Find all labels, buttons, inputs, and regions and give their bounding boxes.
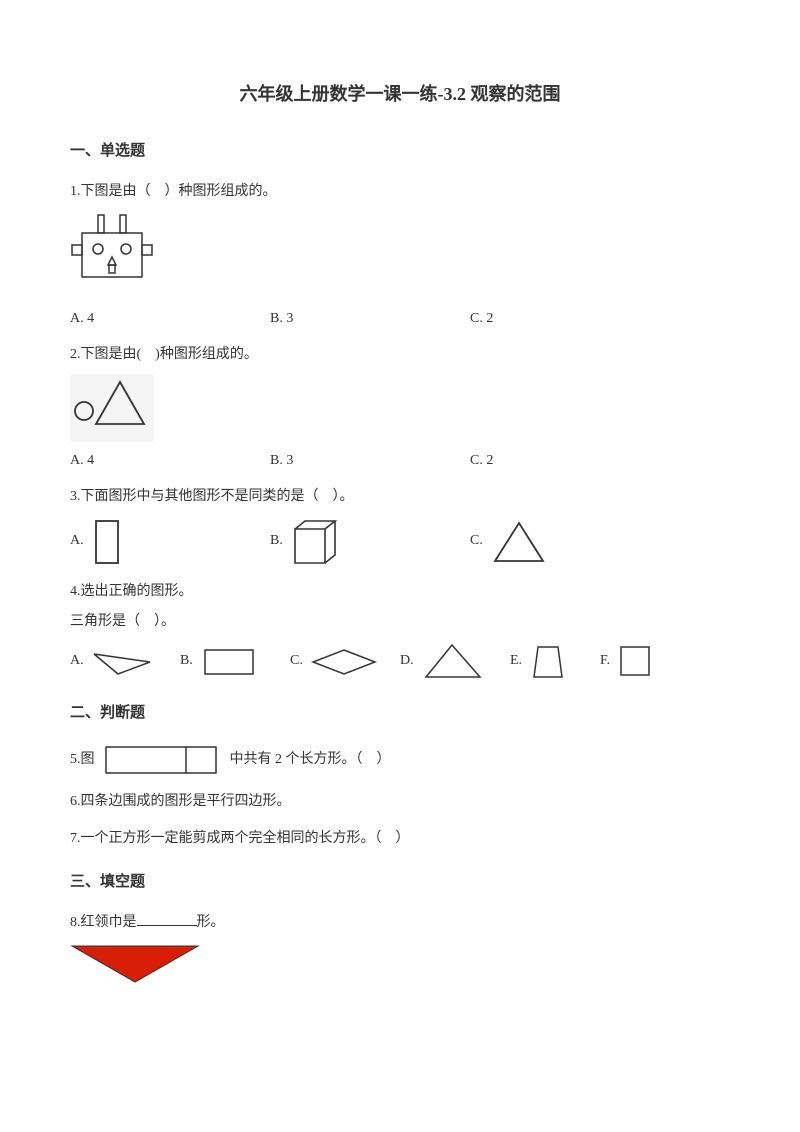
q4-option-a: A. xyxy=(70,644,180,679)
q8-figure xyxy=(70,942,200,995)
q2-option-a: A. 4 xyxy=(70,450,270,472)
q4-optF-label: F. xyxy=(600,650,610,672)
q2-options: A. 4 B. 3 C. 2 xyxy=(70,450,730,472)
q1-figure xyxy=(70,211,160,299)
q1-option-a: A. 4 xyxy=(70,308,270,330)
q3-optB-label: B. xyxy=(270,530,283,552)
q2-text: 2.下图是由( )种图形组成的。 xyxy=(70,344,730,366)
question-8: 8.红领巾是 形。 xyxy=(70,912,730,996)
section-2-header: 二、判断题 xyxy=(70,701,730,725)
q2-option-b: B. 3 xyxy=(270,450,470,472)
q4-optE-label: E. xyxy=(510,650,522,672)
question-7: 7.一个正方形一定能剪成两个完全相同的长方形。（ ） xyxy=(70,828,730,850)
q5-figure xyxy=(102,743,222,777)
page-title: 六年级上册数学一课一练-3.2 观察的范围 xyxy=(70,80,730,109)
q4-optD-label: D. xyxy=(400,650,414,672)
question-6: 6.四条边围成的图形是平行四边形。 xyxy=(70,791,730,813)
q4-option-b: B. xyxy=(180,644,290,679)
q4-options: A. B. C. D. E. F. xyxy=(70,641,730,681)
q3-optC-label: C. xyxy=(470,530,483,552)
q4-option-e: E. xyxy=(510,641,600,681)
question-1: 1.下图是由（ ）种图形组成的。 A. 4 B. 3 C. 2 xyxy=(70,181,730,330)
q5-post: 中共有 2 个长方形。（ ） xyxy=(230,753,391,768)
section-1-header: 一、单选题 xyxy=(70,139,730,163)
q4-optA-label: A. xyxy=(70,650,84,672)
q2-option-c: C. 2 xyxy=(470,450,670,472)
section-3-header: 三、填空题 xyxy=(70,870,730,894)
q5-pre: 5.图 xyxy=(70,753,95,768)
q3-options: A. B. C. xyxy=(70,517,730,567)
question-4: 4.选出正确的图形。 三角形是（ ）。 A. B. C. D. E. F. xyxy=(70,581,730,682)
q2-figure xyxy=(70,374,154,441)
question-5: 5.图 中共有 2 个长方形。（ ） xyxy=(70,743,730,777)
q8-blank xyxy=(137,912,197,926)
q3-optA-label: A. xyxy=(70,530,84,552)
q4-option-d: D. xyxy=(400,641,510,681)
q1-option-b: B. 3 xyxy=(270,308,470,330)
q4-optC-label: C. xyxy=(290,650,303,672)
q3-option-c: C. xyxy=(470,517,670,567)
q3-option-b: B. xyxy=(270,517,470,567)
q3-option-a: A. xyxy=(70,517,270,567)
q1-text: 1.下图是由（ ）种图形组成的。 xyxy=(70,181,730,203)
q4-text: 4.选出正确的图形。 xyxy=(70,581,730,603)
q1-options: A. 4 B. 3 C. 2 xyxy=(70,308,730,330)
q4-option-c: C. xyxy=(290,644,400,679)
q8-post: 形。 xyxy=(197,915,225,930)
question-3: 3.下面图形中与其他图形不是同类的是（ ）。 A. B. C. xyxy=(70,486,730,566)
q8-pre: 8.红领巾是 xyxy=(70,915,137,930)
q4-option-f: F. xyxy=(600,642,680,680)
q1-option-c: C. 2 xyxy=(470,308,670,330)
q4-optB-label: B. xyxy=(180,650,193,672)
q4-subtext: 三角形是（ ）。 xyxy=(70,611,730,633)
q3-text: 3.下面图形中与其他图形不是同类的是（ ）。 xyxy=(70,486,730,508)
question-2: 2.下图是由( )种图形组成的。 A. 4 B. 3 C. 2 xyxy=(70,344,730,472)
